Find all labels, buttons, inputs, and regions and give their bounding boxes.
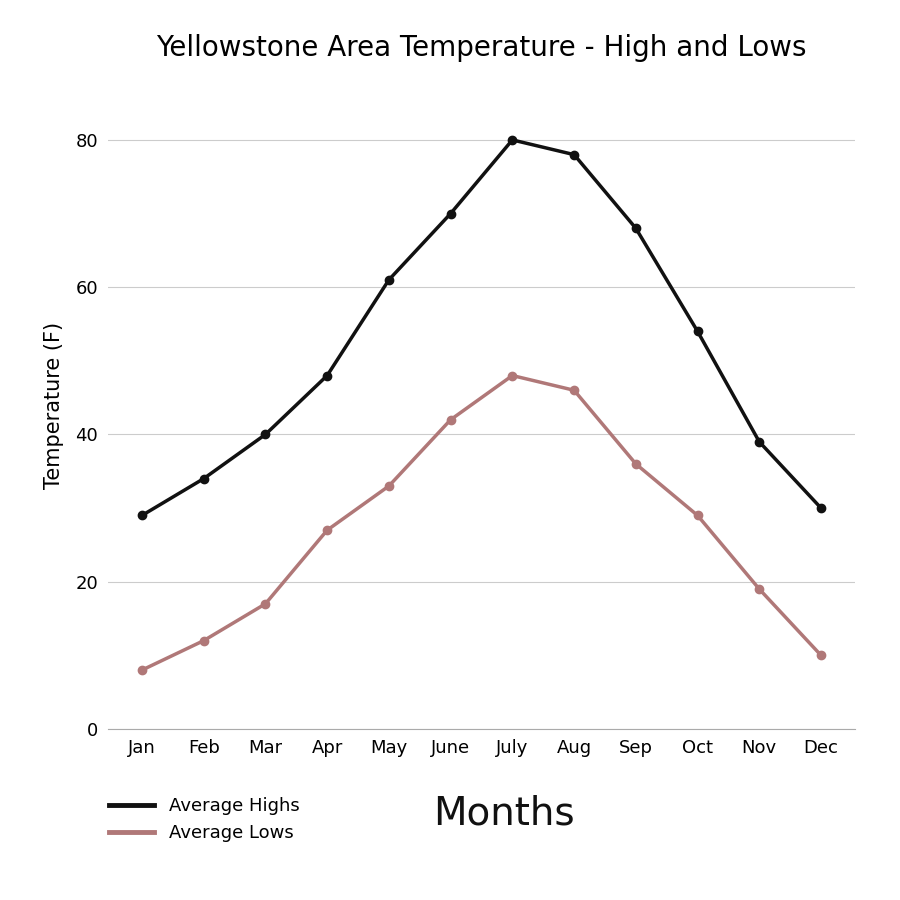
Average Lows	[137, 665, 148, 676]
Text: Months: Months	[433, 795, 575, 833]
Average Lows	[260, 598, 271, 609]
Average Highs	[569, 149, 580, 160]
Average Lows	[383, 481, 394, 491]
Average Highs	[630, 223, 641, 234]
Average Highs	[322, 370, 333, 381]
Line: Average Lows: Average Lows	[138, 372, 825, 674]
Average Lows	[815, 650, 826, 661]
Average Highs	[137, 510, 148, 521]
Title: Yellowstone Area Temperature - High and Lows: Yellowstone Area Temperature - High and …	[157, 34, 806, 62]
Legend: Average Highs, Average Lows: Average Highs, Average Lows	[102, 790, 307, 850]
Average Lows	[322, 525, 333, 535]
Average Highs	[198, 473, 209, 484]
Average Highs	[507, 134, 517, 145]
Average Highs	[383, 274, 394, 285]
Average Lows	[569, 385, 580, 396]
Average Lows	[754, 584, 765, 595]
Y-axis label: Temperature (F): Temperature (F)	[44, 321, 65, 489]
Average Lows	[446, 414, 456, 425]
Average Lows	[630, 458, 641, 469]
Average Lows	[507, 370, 517, 381]
Average Highs	[692, 326, 703, 337]
Average Lows	[692, 510, 703, 521]
Average Highs	[815, 503, 826, 514]
Average Lows	[198, 635, 209, 646]
Line: Average Highs: Average Highs	[138, 136, 825, 519]
Average Highs	[754, 436, 765, 447]
Average Highs	[446, 208, 456, 219]
Average Highs	[260, 429, 271, 440]
